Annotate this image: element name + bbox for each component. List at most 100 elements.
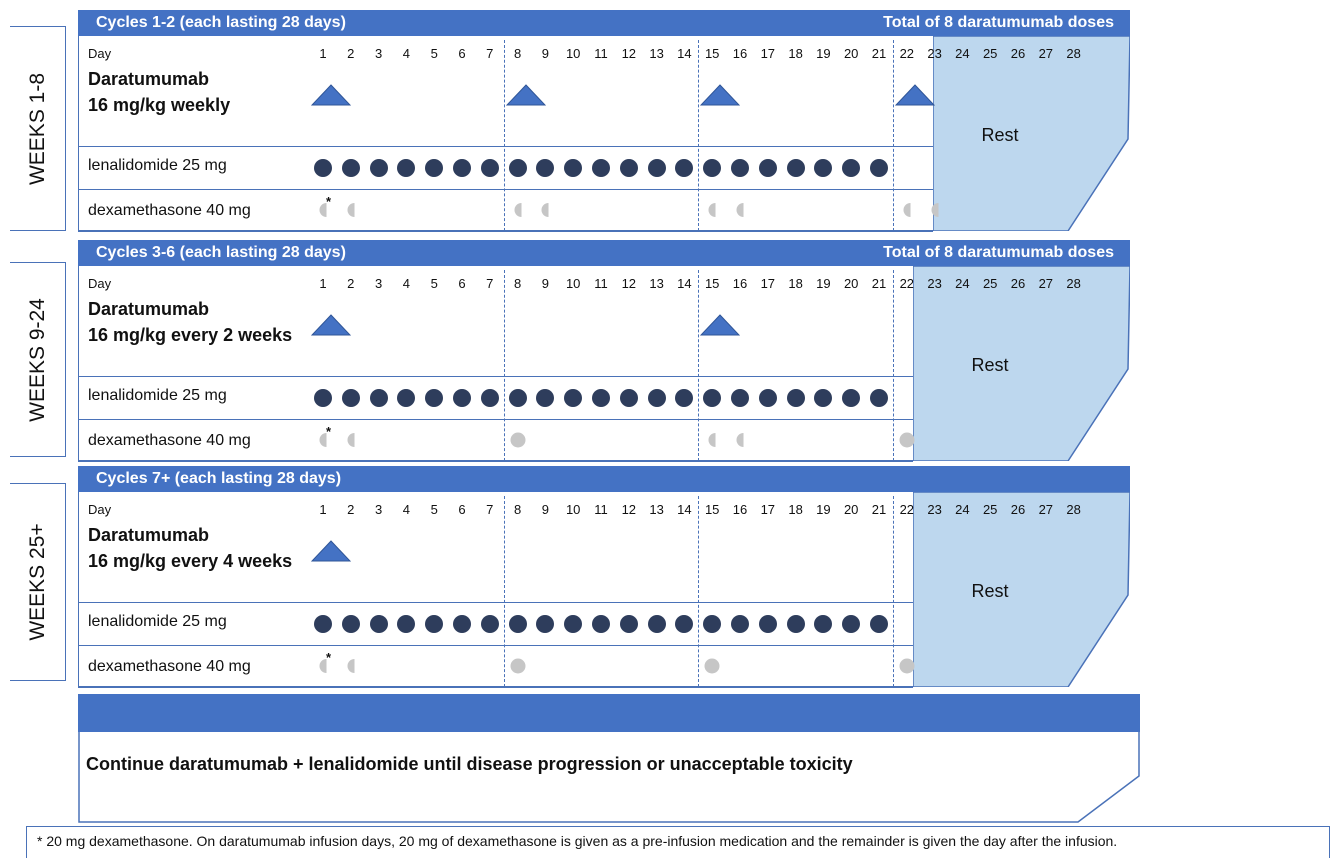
rest-label: Rest bbox=[971, 581, 1009, 601]
dexamethasone-full-dose bbox=[899, 432, 915, 448]
day-number: 8 bbox=[513, 276, 522, 291]
cycle-header-total: Total of 8 daratumumab doses bbox=[883, 244, 1114, 261]
lenalidomide-label: lenalidomide 25 mg bbox=[88, 387, 227, 404]
rest-region bbox=[913, 492, 1130, 687]
dexamethasone-full-dose bbox=[704, 658, 720, 674]
day-number: 3 bbox=[374, 276, 383, 291]
lenalidomide-dose-dot bbox=[453, 159, 471, 177]
cycle-block-3: Cycles 7+ (each lasting 28 days) Rest Day 1… bbox=[78, 466, 1130, 688]
dexamethasone-half-dose bbox=[319, 203, 327, 217]
lenalidomide-dose-dot bbox=[786, 389, 805, 407]
day-number: 13 bbox=[649, 46, 664, 61]
lenalidomide-label: lenalidomide 25 mg bbox=[88, 613, 227, 630]
lenalidomide-dose-dot bbox=[703, 615, 722, 633]
day-number: 27 bbox=[1038, 502, 1054, 517]
dexamethasone-half-dose bbox=[541, 203, 549, 217]
rest-region bbox=[913, 266, 1130, 461]
lenalidomide-dose-dot bbox=[870, 615, 888, 633]
lenalidomide-dose-dot bbox=[842, 615, 861, 633]
day-number: 16 bbox=[732, 276, 748, 291]
lenalidomide-dose-dot bbox=[592, 615, 610, 633]
day-number: 20 bbox=[843, 276, 859, 291]
week-divider bbox=[503, 40, 505, 231]
lenalidomide-dose-dot bbox=[675, 615, 694, 633]
day-number: 24 bbox=[955, 276, 970, 291]
lenalidomide-dose-dot bbox=[397, 159, 416, 177]
day-number: 4 bbox=[402, 502, 411, 517]
lenalidomide-dose-dot bbox=[703, 159, 722, 177]
day-number: 27 bbox=[1038, 276, 1054, 291]
dexamethasone-half-dose bbox=[319, 433, 327, 447]
lenalidomide-dose-dot bbox=[536, 615, 555, 633]
lenalidomide-dose-dot bbox=[397, 615, 416, 633]
day-number: 18 bbox=[788, 502, 803, 517]
day-number: 17 bbox=[760, 502, 776, 517]
daratumumab-label: Daratumumab bbox=[88, 299, 210, 319]
lenalidomide-dose-dot bbox=[369, 615, 388, 633]
week-tab-1: WEEKS 1-8 bbox=[10, 26, 66, 231]
lenalidomide-dose-dot bbox=[703, 389, 722, 407]
daratumumab-label: Daratumumab bbox=[88, 525, 210, 545]
day-number: 19 bbox=[816, 46, 831, 61]
day-number: 2 bbox=[347, 502, 355, 517]
lenalidomide-dose-dot bbox=[536, 159, 555, 177]
day-number: 25 bbox=[982, 46, 998, 61]
lenalidomide-dose-dot bbox=[814, 615, 833, 633]
row-divider bbox=[78, 419, 913, 420]
lenalidomide-dose-dot bbox=[564, 159, 583, 177]
day-number: 2 bbox=[347, 276, 355, 291]
lenalidomide-dose-dot bbox=[453, 615, 471, 633]
lenalidomide-dose-dot bbox=[758, 389, 777, 407]
day-number: 26 bbox=[1010, 276, 1026, 291]
day-number: 20 bbox=[843, 502, 859, 517]
cycle-body bbox=[78, 492, 1130, 687]
row-divider bbox=[78, 602, 913, 603]
day-number: 11 bbox=[594, 276, 608, 291]
day-number: 9 bbox=[541, 502, 550, 517]
lenalidomide-dose-dot bbox=[314, 389, 332, 407]
cycle-header-title: Cycles 3-6 (each lasting 28 days) bbox=[96, 244, 346, 261]
day-number: 23 bbox=[927, 276, 942, 291]
week-tab-2: WEEKS 9-24 bbox=[10, 262, 66, 457]
lenalidomide-dose-dot bbox=[647, 389, 666, 407]
cycle-body bbox=[78, 36, 1130, 231]
week-divider bbox=[892, 40, 894, 231]
day-number: 28 bbox=[1066, 502, 1081, 517]
day-number: 13 bbox=[649, 276, 664, 291]
week-divider bbox=[698, 270, 700, 461]
day-number: 2 bbox=[347, 46, 355, 61]
day-number: 28 bbox=[1066, 276, 1081, 291]
daratumumab-dose-marker bbox=[505, 84, 546, 106]
week-divider bbox=[698, 496, 700, 687]
rest-shape bbox=[933, 36, 1130, 231]
day-number: 16 bbox=[732, 46, 748, 61]
day-number: 10 bbox=[565, 276, 581, 291]
day-number: 22 bbox=[899, 46, 915, 61]
daratumumab-dose-label: 16 mg/kg every 2 weeks bbox=[88, 325, 293, 345]
row-divider bbox=[78, 189, 933, 190]
bottom-border bbox=[78, 230, 933, 232]
day-number: 7 bbox=[486, 46, 494, 61]
lenalidomide-dose-dot bbox=[508, 389, 527, 407]
day-number: 8 bbox=[513, 46, 522, 61]
day-number: 7 bbox=[486, 276, 494, 291]
lenalidomide-dose-dot bbox=[731, 159, 749, 177]
day-number: 1 bbox=[319, 276, 327, 291]
day-number: 12 bbox=[621, 46, 637, 61]
dexamethasone-half-dose bbox=[347, 203, 355, 217]
day-number: 21 bbox=[871, 502, 887, 517]
day-number: 8 bbox=[513, 502, 522, 517]
day-number: 10 bbox=[565, 46, 581, 61]
daratumumab-dose-label: 16 mg/kg weekly bbox=[88, 95, 231, 115]
day-number: 16 bbox=[732, 502, 748, 517]
daratumumab-label: Daratumumab bbox=[88, 69, 210, 89]
day-header-label: Day bbox=[88, 46, 112, 61]
lenalidomide-dose-dot bbox=[369, 389, 388, 407]
lenalidomide-dose-dot bbox=[619, 159, 638, 177]
day-number: 20 bbox=[843, 46, 859, 61]
day-number: 9 bbox=[541, 276, 550, 291]
cycle-header-total: Total of 8 daratumumab doses bbox=[883, 14, 1114, 31]
continue-header bbox=[78, 694, 1140, 732]
daratumumab-dose-label: 16 mg/kg every 4 weeks bbox=[88, 551, 293, 571]
daratumumab-dose-marker bbox=[894, 84, 935, 106]
